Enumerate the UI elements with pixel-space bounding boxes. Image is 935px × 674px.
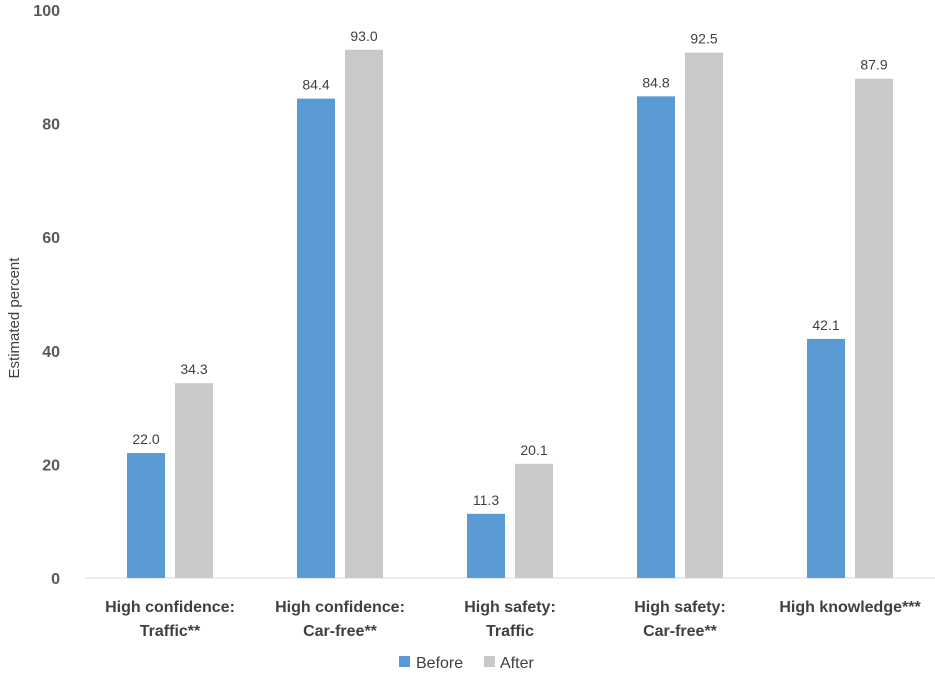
bar-after-0 — [175, 383, 213, 578]
data-label-before-0: 22.0 — [132, 431, 159, 447]
y-tick-label: 100 — [33, 3, 60, 20]
data-label-after-4: 87.9 — [860, 57, 887, 73]
data-label-before-1: 84.4 — [302, 77, 329, 93]
category-label-4-line-0: High knowledge*** — [779, 599, 921, 616]
y-tick-label: 60 — [42, 230, 60, 247]
legend-swatch-after — [484, 656, 495, 667]
category-label-1-line-1: Car-free** — [303, 623, 378, 640]
data-labels-group: 22.0 34.3 84.4 93.0 11.3 20.1 84.8 92.5 42.1 87.9 — [132, 28, 887, 508]
category-label-1-line-0: High confidence: — [275, 599, 405, 616]
bar-after-4 — [855, 78, 893, 578]
y-tick-label: 80 — [42, 117, 60, 134]
legend-swatch-before — [399, 656, 410, 667]
data-label-before-2: 11.3 — [473, 492, 499, 508]
y-tick-label: 20 — [42, 457, 60, 474]
y-tick-label: 40 — [42, 344, 60, 361]
bar-after-1 — [345, 49, 383, 578]
bar-before-3 — [637, 96, 675, 578]
category-label-0-line-0: High confidence: — [105, 599, 235, 616]
data-label-after-1: 93.0 — [350, 28, 377, 44]
data-label-after-2: 20.1 — [520, 442, 547, 458]
bar-before-1 — [297, 98, 335, 578]
legend-label-after: After — [500, 655, 534, 672]
category-label-2-line-1: Traffic — [486, 623, 534, 640]
category-label-2-line-0: High safety: — [464, 599, 556, 616]
category-label-3-line-1: Car-free** — [643, 623, 718, 640]
bar-before-0 — [127, 453, 165, 578]
data-label-after-0: 34.3 — [180, 361, 207, 377]
category-label-0-line-1: Traffic** — [140, 623, 201, 640]
y-axis-title: Estimated percent — [6, 257, 23, 379]
bar-after-2 — [515, 463, 553, 578]
data-label-before-4: 42.1 — [812, 317, 839, 333]
y-axis-ticks: 0 20 40 60 80 100 — [33, 3, 60, 588]
legend-label-before: Before — [416, 655, 463, 672]
data-label-after-3: 92.5 — [690, 31, 717, 47]
bar-before-4 — [807, 338, 845, 578]
data-label-before-3: 84.8 — [642, 74, 669, 90]
category-labels-group: High confidence: Traffic** High confidence… — [105, 599, 921, 640]
bar-after-3 — [685, 52, 723, 579]
y-tick-label: 0 — [51, 571, 60, 588]
legend: Before After — [399, 655, 534, 672]
category-label-3-line-0: High safety: — [634, 599, 726, 616]
bars-group — [127, 49, 893, 579]
bar-before-2 — [467, 513, 505, 578]
